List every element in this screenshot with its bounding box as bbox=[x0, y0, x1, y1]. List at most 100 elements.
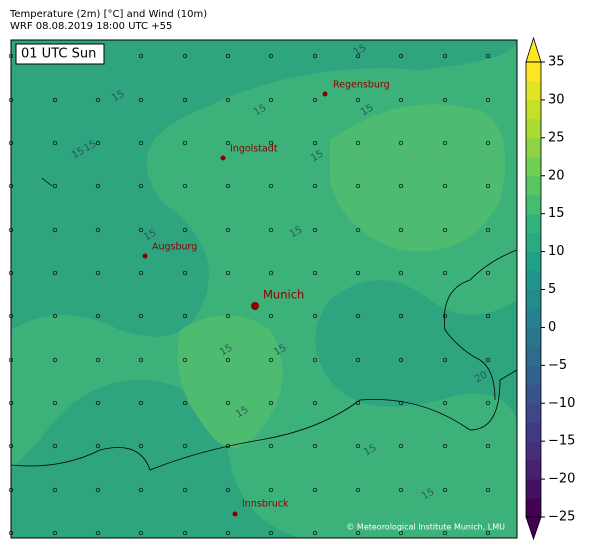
wind-station bbox=[398, 183, 404, 189]
colorbar-band bbox=[526, 403, 541, 423]
wind-station bbox=[398, 400, 404, 406]
wind-station bbox=[355, 97, 361, 103]
wind-station bbox=[182, 487, 188, 493]
wind-station bbox=[485, 487, 491, 493]
wind-station bbox=[52, 270, 58, 276]
title: Temperature (2m) [°C] and Wind (10m) bbox=[9, 9, 207, 20]
colorbar-tick-label: −20 bbox=[548, 472, 575, 487]
wind-station bbox=[442, 357, 448, 363]
colorbar-band bbox=[526, 498, 541, 518]
wind-station bbox=[355, 487, 361, 493]
wind-station bbox=[442, 530, 448, 536]
wind-station bbox=[442, 313, 448, 319]
colorbar-extend bbox=[525, 36, 542, 63]
wind-station bbox=[225, 140, 231, 146]
wind-station bbox=[182, 227, 188, 233]
wind-station bbox=[138, 183, 144, 189]
wind-station bbox=[52, 97, 58, 103]
wind-station bbox=[138, 313, 144, 319]
wind-station bbox=[312, 227, 318, 233]
wind-barb bbox=[41, 177, 53, 187]
colorbar-band bbox=[526, 80, 541, 101]
colorbar-band bbox=[526, 137, 541, 158]
wind-station bbox=[182, 183, 188, 189]
colorbar-tick-label: −25 bbox=[548, 510, 575, 525]
wind-station bbox=[485, 313, 491, 319]
wind-station bbox=[138, 227, 144, 233]
wind-station bbox=[52, 183, 58, 189]
wind-station bbox=[225, 313, 231, 319]
colorbar-band bbox=[526, 156, 541, 177]
wind-station bbox=[52, 530, 58, 536]
wind-station bbox=[355, 357, 361, 363]
colorbar-tick-label: 20 bbox=[548, 168, 565, 183]
wind-station bbox=[485, 357, 491, 363]
wind-station bbox=[225, 357, 231, 363]
border bbox=[10, 369, 518, 471]
subtitle: WRF 08.08.2019 18:00 UTC +55 bbox=[10, 21, 172, 32]
colorbar-tick-label: −15 bbox=[548, 434, 575, 449]
wind-station bbox=[138, 443, 144, 449]
wind-station bbox=[312, 357, 318, 363]
wind-station bbox=[312, 53, 318, 59]
wind-station bbox=[182, 357, 188, 363]
wind-station bbox=[225, 183, 231, 189]
wind-station bbox=[442, 443, 448, 449]
wind-station bbox=[182, 140, 188, 146]
wind-station bbox=[442, 270, 448, 276]
city-label: Munich bbox=[263, 288, 304, 302]
colorbar-band bbox=[526, 213, 541, 234]
border bbox=[443, 249, 518, 401]
colorbar-band bbox=[526, 460, 541, 480]
wind-station bbox=[138, 53, 144, 59]
wind-station bbox=[442, 97, 448, 103]
colorbar-tick-label: 30 bbox=[548, 92, 565, 107]
wind-station bbox=[182, 443, 188, 449]
wind-station bbox=[268, 270, 274, 276]
colorbar-band bbox=[526, 365, 541, 385]
wind-station bbox=[138, 487, 144, 493]
colorbar-tick-label: 10 bbox=[548, 244, 565, 259]
colorbar-band bbox=[526, 384, 541, 404]
wind-station bbox=[95, 357, 101, 363]
wind-station bbox=[312, 97, 318, 103]
wind-station bbox=[485, 53, 491, 59]
wind-station bbox=[268, 313, 274, 319]
wind-station bbox=[225, 530, 231, 536]
wind-station bbox=[95, 443, 101, 449]
wind-station bbox=[95, 227, 101, 233]
wind-station bbox=[268, 53, 274, 59]
wind-station bbox=[182, 313, 188, 319]
wind-station bbox=[398, 53, 404, 59]
city-label: Augsburg bbox=[152, 242, 197, 253]
wind-station bbox=[225, 53, 231, 59]
wind-station bbox=[312, 443, 318, 449]
city-marker bbox=[322, 91, 328, 97]
wind-station bbox=[485, 183, 491, 189]
colorbar-band bbox=[526, 118, 541, 139]
wind-station bbox=[398, 530, 404, 536]
wind-station bbox=[485, 400, 491, 406]
wind-station bbox=[225, 97, 231, 103]
wind-station bbox=[485, 530, 491, 536]
wind-station bbox=[312, 530, 318, 536]
wind-station bbox=[398, 227, 404, 233]
map-frame bbox=[10, 39, 518, 539]
wind-station bbox=[95, 270, 101, 276]
wind-station bbox=[355, 140, 361, 146]
city-marker bbox=[251, 302, 259, 310]
city-marker bbox=[232, 511, 238, 517]
time-label: 01 UTC Sun bbox=[21, 47, 96, 62]
wind-station bbox=[138, 400, 144, 406]
wind-station bbox=[355, 227, 361, 233]
wind-station bbox=[312, 400, 318, 406]
colorbar-band bbox=[526, 327, 541, 347]
wind-station bbox=[355, 400, 361, 406]
colorbar-band bbox=[526, 270, 541, 290]
wind-station bbox=[95, 487, 101, 493]
wind-station bbox=[398, 487, 404, 493]
wind-station bbox=[95, 140, 101, 146]
wind-station bbox=[138, 140, 144, 146]
wind-station bbox=[355, 530, 361, 536]
wind-station bbox=[442, 487, 448, 493]
